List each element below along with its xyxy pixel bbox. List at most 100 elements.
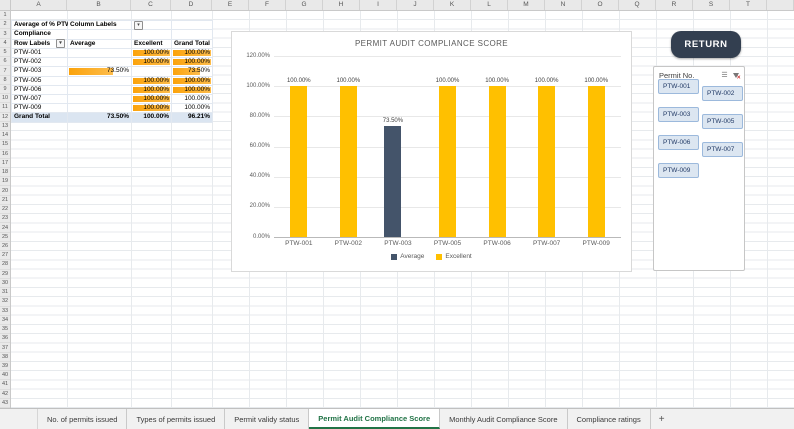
- slicer-button-PTW-002[interactable]: PTW-002: [702, 86, 743, 101]
- pivot-cell-average[interactable]: [68, 104, 132, 114]
- pivot-cell-excellent[interactable]: 100.00%: [132, 58, 172, 68]
- pivot-cell-total[interactable]: 100.00%: [172, 104, 213, 114]
- row-header-26[interactable]: 26: [0, 242, 10, 252]
- sheet-tab-4[interactable]: Monthly Audit Compliance Score: [440, 409, 568, 429]
- row-labels-filter-icon[interactable]: ▾: [56, 39, 65, 49]
- row-header-36[interactable]: 36: [0, 334, 10, 344]
- row-header-31[interactable]: 31: [0, 288, 10, 298]
- row-header-27[interactable]: 27: [0, 251, 10, 261]
- row-header-1[interactable]: 1: [0, 11, 10, 21]
- pivot-row-label[interactable]: PTW-007: [12, 94, 68, 105]
- pivot-cell-average[interactable]: [68, 94, 132, 105]
- row-header-4[interactable]: 4: [0, 39, 10, 48]
- return-button[interactable]: RETURN: [671, 31, 741, 58]
- row-header-22[interactable]: 22: [0, 205, 10, 215]
- pivot-cell-total[interactable]: 100.00%: [172, 94, 213, 105]
- row-header-30[interactable]: 30: [0, 279, 10, 289]
- row-header-12[interactable]: 12: [0, 113, 10, 122]
- pivot-grand-total-excellent[interactable]: 100.00%: [132, 113, 172, 123]
- row-header-2[interactable]: 2: [0, 20, 10, 30]
- column-header-O[interactable]: O: [582, 0, 619, 10]
- pivot-cell-average[interactable]: [68, 48, 132, 59]
- column-header-D[interactable]: D: [171, 0, 212, 10]
- multi-select-icon[interactable]: ☰: [721, 72, 728, 79]
- pivot-cell-total[interactable]: 100.00%: [172, 58, 213, 68]
- column-header-B[interactable]: B: [67, 0, 131, 10]
- pivot-cell-average[interactable]: [68, 85, 132, 95]
- column-header-C[interactable]: C: [131, 0, 171, 10]
- pivot-row-label[interactable]: PTW-006: [12, 85, 68, 95]
- pivot-cell-total[interactable]: 100.00%: [172, 76, 213, 86]
- column-header-M[interactable]: M: [508, 0, 545, 10]
- row-header-15[interactable]: 15: [0, 140, 10, 150]
- row-header-32[interactable]: 32: [0, 297, 10, 307]
- row-header-42[interactable]: 42: [0, 390, 10, 399]
- pivot-cell-excellent[interactable]: [132, 67, 172, 77]
- sheet-tab-5[interactable]: Compliance ratings: [568, 409, 651, 429]
- row-header-19[interactable]: 19: [0, 177, 10, 187]
- column-labels-filter-icon[interactable]: ▾: [134, 21, 143, 31]
- pivot-row-label[interactable]: PTW-001: [12, 48, 68, 59]
- row-header-24[interactable]: 24: [0, 223, 10, 233]
- column-header-K[interactable]: K: [434, 0, 471, 10]
- pivot-cell-excellent[interactable]: 100.00%: [132, 94, 172, 105]
- pivot-row-label[interactable]: PTW-005: [12, 76, 68, 86]
- slicer-button-PTW-009[interactable]: PTW-009: [658, 163, 699, 178]
- pivot-cell-excellent[interactable]: 100.00%: [132, 76, 172, 86]
- row-header-5[interactable]: 5: [0, 48, 10, 58]
- column-header-Q[interactable]: Q: [619, 0, 656, 10]
- row-header-21[interactable]: 21: [0, 196, 10, 205]
- slicer-button-PTW-005[interactable]: PTW-005: [702, 114, 743, 129]
- row-header-10[interactable]: 10: [0, 94, 10, 104]
- row-header-40[interactable]: 40: [0, 371, 10, 381]
- column-header-N[interactable]: N: [545, 0, 582, 10]
- row-header-29[interactable]: 29: [0, 270, 10, 279]
- row-header-39[interactable]: 39: [0, 362, 10, 372]
- row-header-18[interactable]: 18: [0, 168, 10, 178]
- pivot-cell-excellent[interactable]: 100.00%: [132, 85, 172, 95]
- pivot-cell-average[interactable]: [68, 58, 132, 68]
- column-header-E[interactable]: E: [212, 0, 249, 10]
- column-header-G[interactable]: G: [286, 0, 323, 10]
- row-header-6[interactable]: 6: [0, 57, 10, 67]
- column-header-I[interactable]: I: [360, 0, 397, 10]
- column-header-R[interactable]: R: [656, 0, 693, 10]
- sheet-tab-1[interactable]: Types of permits issued: [127, 409, 226, 429]
- row-header-33[interactable]: 33: [0, 307, 10, 316]
- row-header-7[interactable]: 7: [0, 66, 10, 76]
- pivot-cell-total[interactable]: 100.00%: [172, 48, 213, 59]
- column-header-S[interactable]: S: [693, 0, 730, 10]
- row-header-35[interactable]: 35: [0, 325, 10, 335]
- compliance-chart[interactable]: PERMIT AUDIT COMPLIANCE SCORE Average Exc…: [231, 31, 632, 272]
- pivot-row-label[interactable]: PTW-003: [12, 67, 68, 77]
- pivot-cell-excellent[interactable]: 100.00%: [132, 48, 172, 59]
- select-all-corner[interactable]: [0, 0, 11, 11]
- clear-filter-icon[interactable]: ✕: [730, 70, 741, 81]
- row-header-11[interactable]: 11: [0, 103, 10, 113]
- row-header-17[interactable]: 17: [0, 159, 10, 168]
- row-header-13[interactable]: 13: [0, 122, 10, 132]
- slicer-button-PTW-007[interactable]: PTW-007: [702, 142, 743, 157]
- pivot-cell-total[interactable]: 73.50%: [172, 67, 213, 77]
- pivot-row-label[interactable]: PTW-002: [12, 58, 68, 68]
- pivot-grand-total-label[interactable]: Grand Total: [12, 113, 68, 123]
- pivot-grand-total-total[interactable]: 96.21%: [172, 113, 213, 123]
- pivot-grand-total-average[interactable]: 73.50%: [68, 113, 132, 123]
- row-header-14[interactable]: 14: [0, 131, 10, 141]
- row-header-34[interactable]: 34: [0, 316, 10, 325]
- row-header-25[interactable]: 25: [0, 233, 10, 242]
- column-header-H[interactable]: H: [323, 0, 360, 10]
- row-header-8[interactable]: 8: [0, 76, 10, 85]
- row-header-38[interactable]: 38: [0, 353, 10, 362]
- pivot-cell-average[interactable]: [68, 76, 132, 86]
- sheet-tab-3[interactable]: Permit Audit Compliance Score: [309, 409, 441, 429]
- row-header-20[interactable]: 20: [0, 186, 10, 196]
- row-header-9[interactable]: 9: [0, 85, 10, 95]
- sheet-tab-2[interactable]: Permit validy status: [225, 409, 310, 429]
- pivot-cell-total[interactable]: 100.00%: [172, 85, 213, 95]
- slicer-button-PTW-003[interactable]: PTW-003: [658, 107, 699, 122]
- row-header-28[interactable]: 28: [0, 260, 10, 270]
- slicer-button-PTW-006[interactable]: PTW-006: [658, 135, 699, 150]
- pivot-row-label[interactable]: PTW-009: [12, 104, 68, 114]
- column-header-J[interactable]: J: [397, 0, 434, 10]
